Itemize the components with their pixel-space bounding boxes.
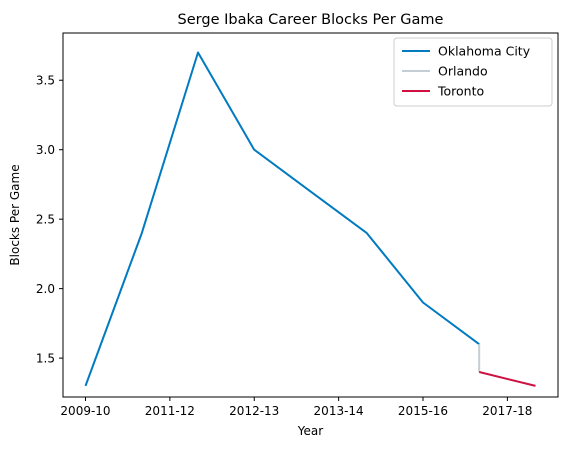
legend: Oklahoma City Orlando Toronto — [393, 37, 553, 107]
y-tick-label: 3.0 — [36, 143, 55, 157]
y-axis: 1.5 2.0 2.5 3.0 3.5 — [36, 74, 63, 366]
x-tick-label: 2013-14 — [314, 404, 364, 418]
x-tick-label: 2012-13 — [229, 404, 279, 418]
x-axis-title: Year — [297, 424, 323, 438]
y-axis-title: Blocks Per Game — [8, 164, 22, 265]
legend-label-oklahoma-city: Oklahoma City — [438, 44, 531, 59]
x-tick-label: 2015-16 — [398, 404, 448, 418]
legend-label-orlando: Orlando — [438, 64, 488, 79]
plot-frame — [62, 32, 559, 398]
y-tick-label: 1.5 — [36, 352, 55, 366]
y-tick-label: 2.5 — [36, 213, 55, 227]
legend-box — [393, 37, 553, 107]
x-tick-label: 2017-18 — [482, 404, 532, 418]
x-tick-label: 2009-10 — [60, 404, 110, 418]
y-tick-label: 2.0 — [36, 282, 55, 296]
y-tick-label: 3.5 — [36, 74, 55, 88]
series-layer — [84, 51, 536, 387]
series-line-toronto — [478, 371, 536, 387]
x-axis: 2009-10 2011-12 2012-13 2013-14 2015-16 2017-… — [60, 397, 532, 418]
series-line-oklahoma-city — [84, 51, 480, 387]
x-tick-label: 2011-12 — [145, 404, 195, 418]
chart-title: Serge Ibaka Career Blocks Per Game — [178, 12, 444, 28]
legend-label-toronto: Toronto — [437, 84, 484, 99]
